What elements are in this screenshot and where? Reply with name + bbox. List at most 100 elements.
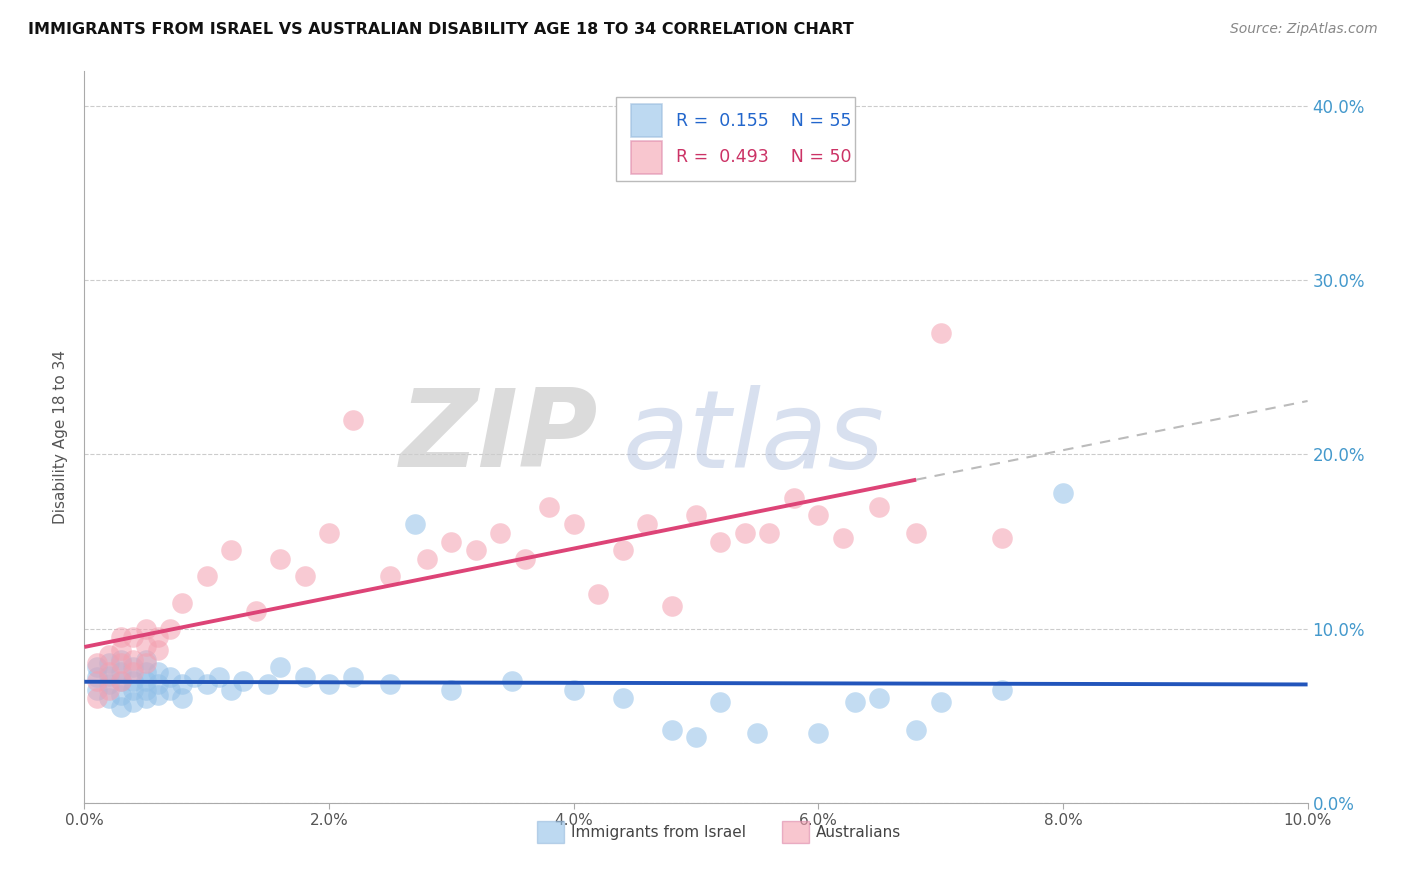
- Point: [232, 673, 254, 688]
- FancyBboxPatch shape: [631, 104, 662, 137]
- Text: Australians: Australians: [815, 824, 901, 839]
- Point: [661, 723, 683, 737]
- Point: [135, 653, 157, 667]
- Point: [208, 670, 231, 684]
- Point: [110, 673, 132, 688]
- FancyBboxPatch shape: [616, 97, 855, 181]
- Point: [869, 500, 891, 514]
- Point: [869, 691, 891, 706]
- Point: [991, 682, 1014, 697]
- Point: [342, 412, 364, 426]
- Point: [342, 670, 364, 684]
- Text: R =  0.155    N = 55: R = 0.155 N = 55: [676, 112, 852, 129]
- Point: [734, 525, 756, 540]
- Point: [905, 723, 928, 737]
- Text: R =  0.493    N = 50: R = 0.493 N = 50: [676, 148, 852, 166]
- Point: [245, 604, 267, 618]
- Point: [135, 639, 157, 653]
- Point: [97, 648, 120, 662]
- Point: [219, 543, 242, 558]
- Point: [318, 525, 340, 540]
- Point: [135, 682, 157, 697]
- Point: [122, 665, 145, 680]
- Point: [159, 682, 181, 697]
- FancyBboxPatch shape: [782, 821, 808, 843]
- Point: [110, 631, 132, 645]
- Point: [135, 622, 157, 636]
- Point: [807, 726, 830, 740]
- Point: [146, 677, 169, 691]
- Point: [110, 688, 132, 702]
- Point: [172, 691, 194, 706]
- Point: [562, 517, 585, 532]
- Point: [110, 657, 132, 671]
- Point: [86, 670, 108, 684]
- Point: [905, 525, 928, 540]
- Point: [661, 599, 683, 613]
- Point: [97, 677, 120, 691]
- Point: [416, 552, 439, 566]
- Point: [86, 657, 108, 671]
- Point: [747, 726, 769, 740]
- Point: [464, 543, 486, 558]
- Point: [122, 682, 145, 697]
- Point: [172, 595, 194, 609]
- Point: [183, 670, 205, 684]
- Text: Immigrants from Israel: Immigrants from Israel: [571, 824, 747, 839]
- Y-axis label: Disability Age 18 to 34: Disability Age 18 to 34: [53, 350, 69, 524]
- Point: [86, 682, 108, 697]
- Point: [110, 673, 132, 688]
- Point: [1052, 485, 1074, 500]
- Point: [294, 670, 316, 684]
- FancyBboxPatch shape: [631, 141, 662, 174]
- Point: [97, 682, 120, 697]
- Point: [122, 695, 145, 709]
- Point: [538, 500, 561, 514]
- Point: [146, 688, 169, 702]
- Text: Source: ZipAtlas.com: Source: ZipAtlas.com: [1230, 22, 1378, 37]
- Point: [97, 665, 120, 680]
- Point: [159, 670, 181, 684]
- Point: [269, 552, 291, 566]
- Point: [709, 534, 731, 549]
- Point: [257, 677, 280, 691]
- Point: [122, 631, 145, 645]
- Point: [318, 677, 340, 691]
- Point: [122, 673, 145, 688]
- Text: ZIP: ZIP: [399, 384, 598, 490]
- Point: [380, 677, 402, 691]
- Point: [991, 531, 1014, 545]
- Point: [122, 653, 145, 667]
- Point: [97, 657, 120, 671]
- Point: [612, 691, 634, 706]
- Point: [86, 673, 108, 688]
- Point: [97, 668, 120, 682]
- Point: [612, 543, 634, 558]
- Point: [685, 508, 707, 523]
- Point: [122, 660, 145, 674]
- Point: [440, 534, 463, 549]
- Point: [807, 508, 830, 523]
- Point: [929, 326, 952, 340]
- Point: [562, 682, 585, 697]
- Point: [135, 673, 157, 688]
- Point: [159, 622, 181, 636]
- Point: [440, 682, 463, 697]
- Point: [269, 660, 291, 674]
- Point: [146, 642, 169, 657]
- Point: [86, 660, 108, 674]
- Point: [219, 682, 242, 697]
- Point: [110, 700, 132, 714]
- Point: [110, 653, 132, 667]
- Point: [709, 695, 731, 709]
- Point: [380, 569, 402, 583]
- Text: IMMIGRANTS FROM ISRAEL VS AUSTRALIAN DISABILITY AGE 18 TO 34 CORRELATION CHART: IMMIGRANTS FROM ISRAEL VS AUSTRALIAN DIS…: [28, 22, 853, 37]
- Point: [172, 677, 194, 691]
- Point: [929, 695, 952, 709]
- Point: [783, 491, 806, 505]
- Point: [110, 665, 132, 680]
- Point: [758, 525, 780, 540]
- Point: [195, 677, 218, 691]
- Point: [586, 587, 609, 601]
- Point: [135, 665, 157, 680]
